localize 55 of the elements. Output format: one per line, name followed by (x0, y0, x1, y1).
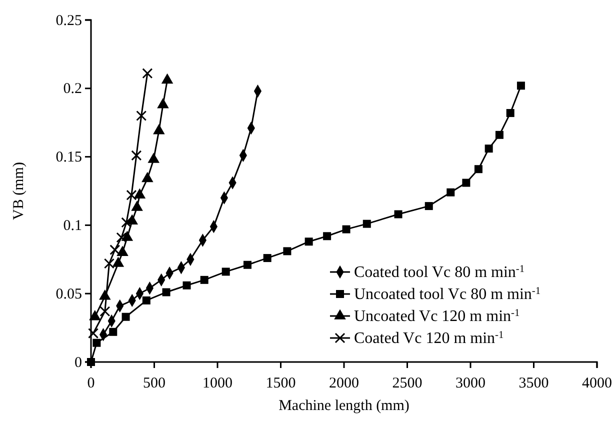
point (104, 258, 114, 269)
y-tick-label: 0.25 (56, 12, 82, 29)
x-tick-label: 0 (87, 376, 95, 392)
point (110, 244, 120, 256)
point (263, 254, 272, 262)
x-tick-label: 1500 (266, 376, 296, 392)
y-tick-label: 0.15 (56, 150, 82, 166)
point (200, 276, 208, 284)
point (136, 110, 147, 122)
legend-label: Uncoated tool Vc 80 m min$^{-1}$ (354, 286, 541, 303)
point (222, 268, 230, 276)
x-tick-label: 500 (143, 376, 166, 392)
x-tick-label: 2000 (329, 376, 359, 392)
point (424, 202, 433, 210)
point (162, 288, 170, 296)
x-axis-title: Machine length (mm) (278, 398, 410, 414)
x-tick-label: 2500 (392, 376, 422, 392)
point (484, 144, 493, 153)
point (121, 217, 132, 228)
point (243, 260, 252, 269)
point (88, 328, 99, 339)
point (304, 238, 313, 246)
legend-label: Uncoated Vc 120 m min$^{-1}$ (354, 308, 520, 325)
point (122, 312, 130, 321)
x-tick-label: 3000 (456, 376, 486, 392)
y-tick-label: 0.1 (63, 218, 82, 234)
y-axis-title: VB (mm) (11, 162, 27, 220)
y-tick-label: 0.05 (56, 286, 82, 302)
y-tick-label: 0 (74, 354, 82, 371)
x-tick-label: 1000 (202, 376, 232, 392)
point (116, 232, 127, 243)
point (495, 130, 504, 139)
point (126, 190, 137, 200)
point (142, 296, 150, 304)
point (283, 247, 292, 256)
point (462, 178, 470, 187)
point (342, 225, 350, 234)
point (131, 150, 142, 161)
point (516, 82, 525, 90)
point (142, 68, 153, 79)
point (92, 338, 101, 347)
legend-label: Coated Vc 120 m min$^{-1}$ (354, 330, 504, 347)
point (394, 210, 402, 218)
point (474, 165, 482, 174)
point (109, 328, 118, 336)
point (323, 232, 332, 240)
x-tick-label: 4000 (582, 376, 612, 392)
point (182, 281, 191, 290)
point (100, 306, 110, 317)
point (506, 109, 514, 118)
legend-label: Coated tool Vc 80 m min$^{-1}$ (354, 264, 525, 281)
point (446, 188, 455, 196)
y-tick-label: 0.2 (63, 81, 82, 98)
x-tick-label: 3500 (518, 376, 549, 392)
point (362, 220, 371, 228)
